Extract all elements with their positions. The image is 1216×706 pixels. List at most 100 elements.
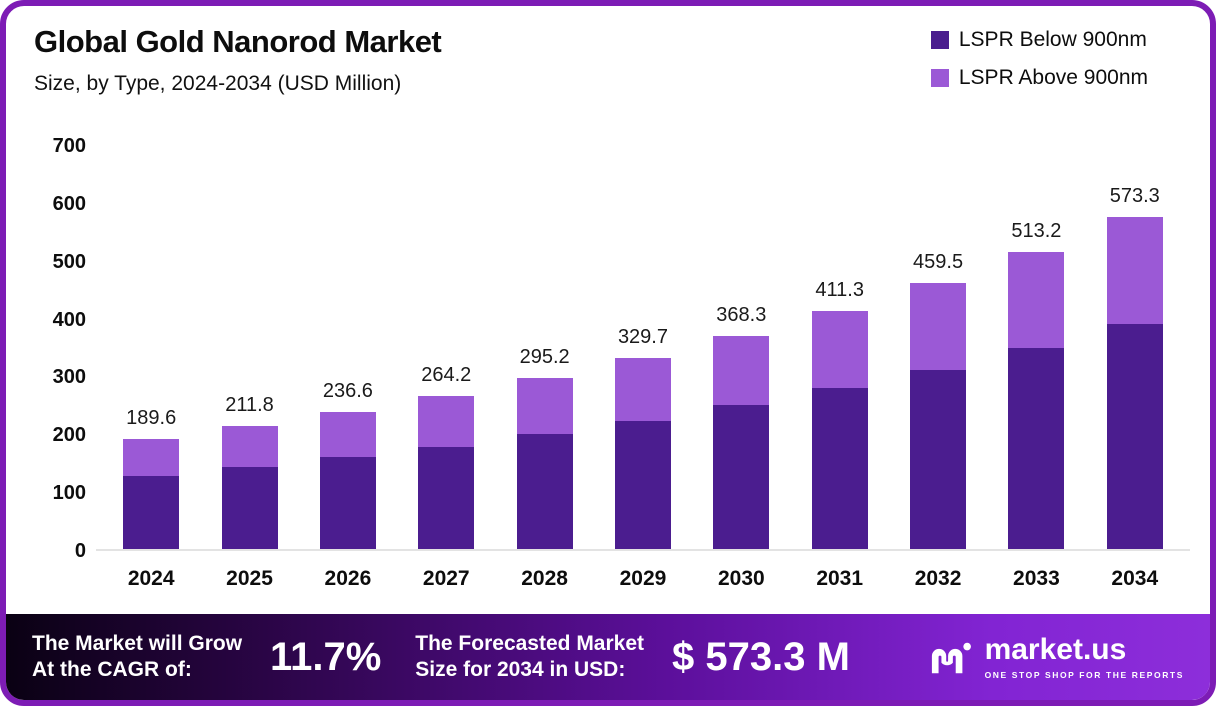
x-axis-label: 2034 <box>1111 567 1159 590</box>
bar-group: 189.6 <box>115 407 187 549</box>
y-axis-tick-label: 200 <box>52 424 86 447</box>
cagr-value: 11.7% <box>270 634 382 679</box>
bar-group: 236.6 <box>312 380 384 549</box>
bar-stack <box>123 439 180 549</box>
bar-segment-below-900 <box>319 457 376 549</box>
y-axis-tick-label: 500 <box>52 250 86 273</box>
x-axis-label: 2029 <box>619 567 667 590</box>
x-axis-label: 2033 <box>1013 567 1060 590</box>
bar-segment-above-900 <box>614 358 671 421</box>
bar-total-label: 264.2 <box>421 364 472 387</box>
legend-label-above-900: LSPR Above 900nm <box>958 66 1148 89</box>
bar-segment-above-900 <box>516 378 573 435</box>
market-us-logo-icon <box>931 642 971 674</box>
brand-logo: market.us ONE STOP SHOP FOR THE REPORTS <box>927 632 1184 680</box>
brand-tagline: ONE STOP SHOP FOR THE REPORTS <box>984 669 1184 680</box>
forecast-value: $ 573.3 M <box>672 634 850 679</box>
legend-swatch-above-900-icon <box>930 69 949 87</box>
bar-stack <box>811 311 868 549</box>
y-axis-tick-label: 700 <box>52 135 86 157</box>
bar-segment-below-900 <box>910 369 967 549</box>
y-axis-tick-label: 400 <box>52 308 86 331</box>
y-axis-tick-label: 100 <box>52 482 86 505</box>
x-axis-label: 2027 <box>422 567 470 590</box>
y-axis-tick-label: 300 <box>52 366 86 389</box>
bar-total-label: 368.3 <box>716 303 767 326</box>
bar-total-label: 573.3 <box>1109 185 1160 208</box>
bar-segment-below-900 <box>614 420 671 549</box>
bar-segment-above-900 <box>319 412 376 458</box>
bar-group: 573.3 <box>1099 185 1171 549</box>
bar-total-label: 189.6 <box>126 407 177 430</box>
bar-total-label: 459.5 <box>913 251 964 274</box>
x-axis-label: 2024 <box>127 567 175 590</box>
bar-stack <box>516 378 573 549</box>
bar-segment-above-900 <box>418 396 475 447</box>
legend-swatch-below-900-icon <box>930 31 949 49</box>
bar-segment-below-900 <box>1008 348 1065 549</box>
legend-item-above-900: LSPR Above 900nm <box>930 66 1148 90</box>
bar-stack <box>910 283 967 549</box>
plot-area: 189.6 211.8 236.6 264.2 295.2 329.7 368.3 411.3… <box>96 146 1190 551</box>
bar-chart: 0 100 200 300 400 500 600 700 189.6 211.8 236.6 26… <box>32 135 1190 616</box>
bar-segment-above-900 <box>123 439 180 476</box>
bar-group: 411.3 <box>804 279 876 549</box>
bar-group: 513.2 <box>1000 220 1072 549</box>
plot-area-wrap: 189.6 211.8 236.6 264.2 295.2 329.7 368.3 411.3… <box>96 146 1190 616</box>
footer-banner: The Market will Grow At the CAGR of: 11.… <box>6 614 1210 700</box>
bar-segment-below-900 <box>418 446 475 549</box>
bar-segment-above-900 <box>910 283 967 370</box>
bar-segment-above-900 <box>221 426 278 467</box>
legend-label-below-900: LSPR Below 900nm <box>958 28 1147 51</box>
x-axis-labels: 2024 2025 2026 2027 2028 2029 2030 2031 2032 2033… <box>96 567 1190 591</box>
bar-stack <box>614 358 671 549</box>
bars-container: 189.6 211.8 236.6 264.2 295.2 329.7 368.3 411.3… <box>96 146 1190 549</box>
x-axis-label: 2031 <box>816 567 864 590</box>
bar-stack <box>713 335 770 549</box>
cagr-label: The Market will Grow At the CAGR of: <box>32 631 243 681</box>
bar-group: 368.3 <box>705 304 777 549</box>
x-axis-label: 2030 <box>717 567 765 590</box>
bar-total-label: 295.2 <box>519 346 570 369</box>
x-axis-label: 2032 <box>914 567 962 590</box>
y-axis-tick-label: 0 <box>74 540 86 562</box>
y-axis: 0 100 200 300 400 500 600 700 <box>32 135 96 562</box>
forecast-label: The Forecasted Market Size for 2034 in U… <box>415 631 645 681</box>
bar-stack <box>319 412 376 549</box>
bar-segment-above-900 <box>1106 217 1163 324</box>
bar-total-label: 236.6 <box>322 380 373 403</box>
bar-total-label: 211.8 <box>225 394 274 417</box>
bar-segment-below-900 <box>811 387 868 549</box>
brand-text: market.us ONE STOP SHOP FOR THE REPORTS <box>984 632 1184 680</box>
x-axis-label: 2026 <box>324 567 372 590</box>
bar-segment-below-900 <box>123 475 180 549</box>
bar-segment-above-900 <box>1008 252 1065 349</box>
bar-total-label: 513.2 <box>1011 220 1062 243</box>
bar-total-label: 411.3 <box>815 279 864 302</box>
bar-group: 295.2 <box>509 346 581 549</box>
bar-segment-above-900 <box>811 311 868 388</box>
legend: LSPR Below 900nm LSPR Above 900nm <box>930 28 1148 96</box>
bar-stack <box>1106 217 1163 549</box>
bar-group: 264.2 <box>410 364 482 549</box>
bar-stack <box>1008 252 1065 549</box>
bar-segment-below-900 <box>1106 323 1163 549</box>
bar-group: 459.5 <box>902 251 974 549</box>
legend-item-below-900: LSPR Below 900nm <box>930 28 1148 52</box>
brand-name: market.us <box>984 632 1127 666</box>
chart-header: Global Gold Nanorod Market Size, by Type… <box>34 24 1182 96</box>
bar-segment-below-900 <box>516 434 573 549</box>
y-axis-tick-label: 600 <box>52 192 86 215</box>
title-block: Global Gold Nanorod Market Size, by Type… <box>34 24 442 96</box>
bar-segment-below-900 <box>221 466 278 549</box>
bar-stack <box>418 396 475 549</box>
bar-stack <box>221 426 278 549</box>
x-axis-label: 2028 <box>521 567 568 590</box>
bar-total-label: 329.7 <box>617 326 668 349</box>
bar-group: 211.8 <box>214 394 286 549</box>
x-axis-label: 2025 <box>226 567 273 590</box>
chart-subtitle: Size, by Type, 2024-2034 (USD Million) <box>34 72 402 95</box>
chart-title: Global Gold Nanorod Market <box>34 24 442 59</box>
bar-segment-below-900 <box>713 405 770 549</box>
